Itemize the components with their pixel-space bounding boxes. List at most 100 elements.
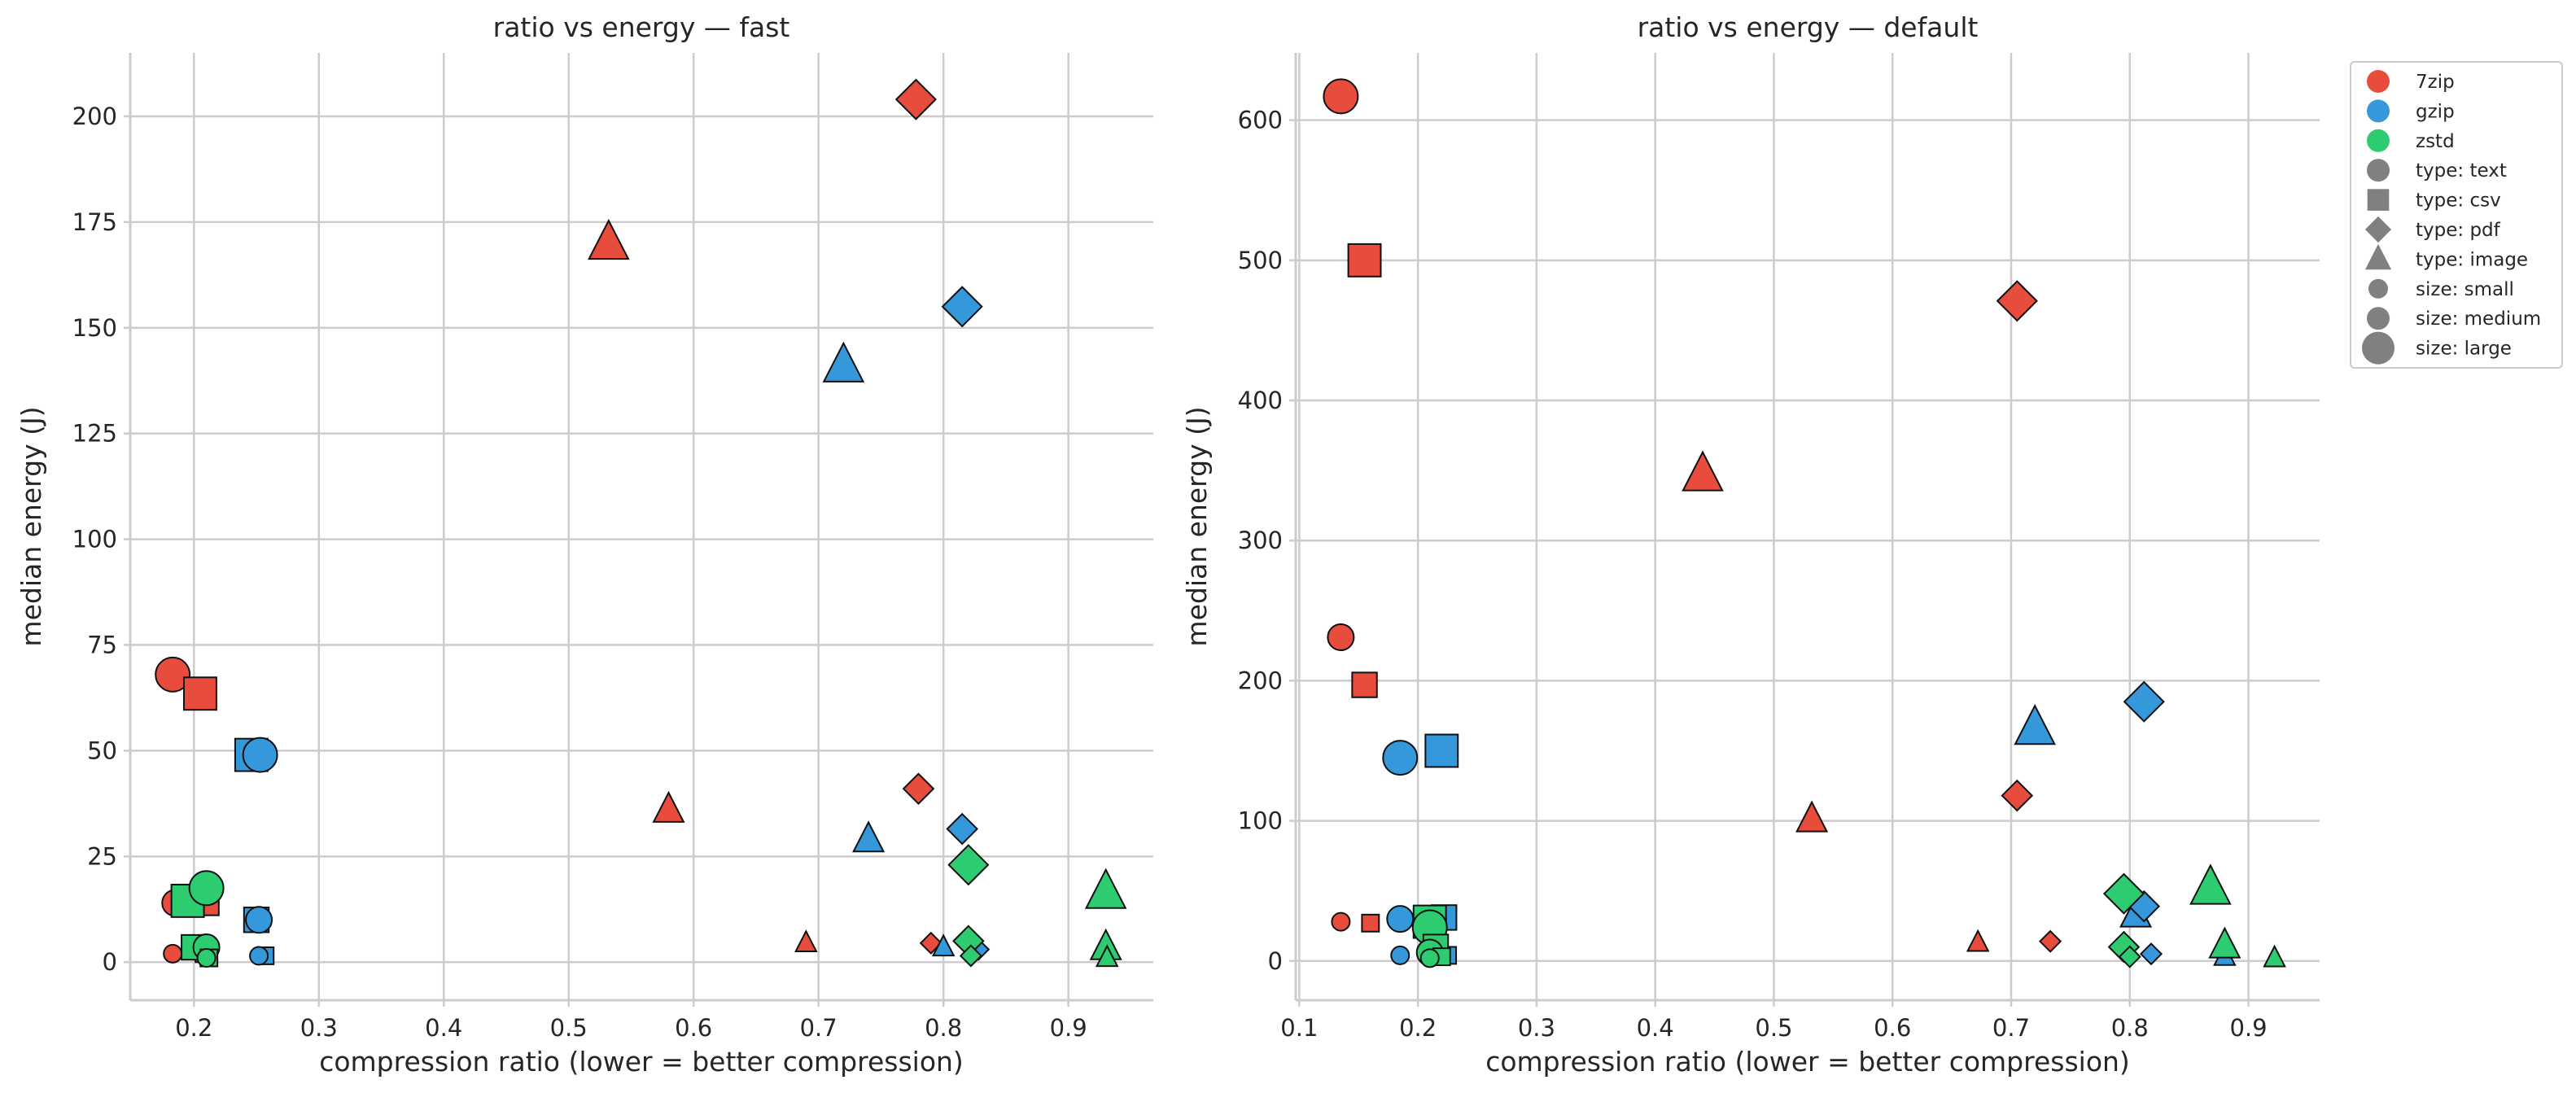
point-zstd-text-large	[188, 870, 225, 907]
point-gzip-pdf-large	[941, 286, 983, 328]
point-7zip-image-small	[794, 929, 818, 952]
x-tick-label: 0.9	[2229, 1014, 2267, 1042]
y-tick-label: 200	[72, 103, 117, 130]
legend-label: 7zip	[2416, 72, 2455, 93]
y-tick-label: 300	[1238, 527, 1283, 554]
point-zstd-text-small	[1419, 948, 1440, 968]
subplot-fast: ratio vs energy — fast compression ratio…	[15, 11, 1153, 1078]
x-tick-label: 0.5	[1755, 1014, 1792, 1042]
point-gzip-image-large	[822, 341, 865, 383]
point-7zip-image-large	[588, 218, 630, 260]
x-tick-label: 0.4	[425, 1014, 462, 1042]
legend-marker-square-icon	[2367, 189, 2390, 211]
legend-marker-circle-icon	[2367, 307, 2390, 330]
y-tick-label: 100	[72, 526, 117, 553]
y-tick-label: 50	[87, 737, 117, 764]
legend-label: size: large	[2416, 339, 2512, 360]
point-7zip-pdf-large	[894, 78, 937, 120]
point-gzip-text-small	[1390, 945, 1410, 965]
y-tick-label: 0	[103, 948, 117, 976]
legend-marker-triangle-icon	[2364, 243, 2392, 270]
y-tick-label: 175	[72, 208, 117, 236]
y-tick-label: 150	[72, 314, 117, 342]
x-tick-label: 0.3	[300, 1014, 338, 1042]
legend-label: type: csv	[2416, 190, 2501, 212]
point-gzip-text-small	[249, 946, 269, 966]
y-tick-label: 200	[1238, 667, 1283, 694]
x-tick-label: 0.2	[1399, 1014, 1437, 1042]
x-tick-label: 0.3	[1518, 1014, 1555, 1042]
x-tick-label: 0.4	[1637, 1014, 1674, 1042]
point-zstd-image-small	[1095, 944, 1119, 968]
points	[155, 78, 1127, 968]
legend-marker-diamond-icon	[2364, 216, 2392, 243]
x-tick-label: 0.8	[925, 1014, 962, 1042]
point-7zip-text-medium	[1327, 623, 1355, 652]
y-tick-label: 400	[1238, 387, 1283, 414]
point-zstd-pdf-small	[959, 944, 982, 968]
point-7zip-image-medium	[1795, 800, 1829, 833]
legend-label: zstd	[2416, 131, 2455, 152]
subplot-title: ratio vs energy — default	[1638, 11, 1979, 43]
point-zstd-text-small	[196, 948, 216, 968]
legend-frame	[2350, 61, 2563, 369]
x-tick-label: 0.6	[675, 1014, 712, 1042]
point-zstd-image-large	[2189, 863, 2232, 905]
point-gzip-pdf-large	[2123, 680, 2165, 723]
point-7zip-image-small	[1966, 929, 1990, 952]
point-gzip-image-small	[931, 933, 956, 957]
y-tick-label: 600	[1238, 107, 1283, 134]
point-7zip-csv-medium	[1351, 671, 1378, 698]
point-gzip-csv-large	[1424, 733, 1459, 768]
legend-marker-circle-icon	[2362, 331, 2394, 365]
y-tick-label: 125	[72, 420, 117, 448]
x-tick-label: 0.6	[1874, 1014, 1911, 1042]
legend-label: type: pdf	[2416, 220, 2501, 241]
x-tick-label: 0.7	[1992, 1014, 2030, 1042]
point-7zip-text-large	[155, 656, 191, 693]
point-7zip-csv-large	[1347, 243, 1382, 278]
y-tick-label: 0	[1268, 947, 1283, 975]
point-zstd-image-small	[2263, 944, 2286, 968]
x-tick-label: 0.1	[1280, 1014, 1318, 1042]
point-gzip-text-large	[242, 737, 278, 773]
legend-label: type: image	[2416, 249, 2528, 270]
y-axis-label: median energy (J)	[15, 406, 47, 646]
point-zstd-pdf-large	[947, 844, 990, 886]
point-7zip-pdf-medium	[2001, 779, 2034, 812]
x-tick-label: 0.7	[800, 1014, 838, 1042]
legend-label: size: small	[2416, 279, 2514, 300]
point-gzip-text-medium	[245, 906, 273, 934]
x-axis-label: compression ratio (lower = better compre…	[1485, 1046, 2130, 1078]
point-7zip-text-large	[1323, 78, 1359, 115]
x-tick-label: 0.2	[175, 1014, 212, 1042]
grid	[124, 53, 1153, 1007]
point-gzip-pdf-medium	[946, 812, 978, 846]
point-7zip-image-large	[1682, 450, 1724, 492]
point-7zip-text-small	[1331, 911, 1351, 932]
x-axis-label: compression ratio (lower = better compre…	[319, 1046, 964, 1078]
point-zstd-image-medium	[2208, 926, 2241, 959]
x-tick-label: 0.9	[1050, 1014, 1087, 1042]
legend-marker-circle-icon	[2367, 129, 2390, 152]
point-gzip-image-large	[2014, 703, 2056, 745]
point-7zip-pdf-medium	[902, 772, 935, 805]
legend-marker-circle-icon	[2368, 278, 2388, 299]
point-7zip-pdf-small	[2039, 929, 2062, 953]
legend-marker-circle-icon	[2367, 70, 2390, 93]
point-zstd-image-large	[1084, 868, 1127, 909]
y-tick-label: 75	[87, 632, 117, 659]
point-7zip-pdf-large	[1996, 280, 2038, 322]
legend-label: type: text	[2416, 160, 2507, 181]
point-gzip-text-medium	[1386, 905, 1415, 933]
y-tick-label: 100	[1238, 807, 1283, 835]
point-7zip-csv-large	[182, 676, 217, 711]
point-7zip-image-medium	[652, 790, 685, 823]
point-gzip-image-medium	[852, 820, 886, 853]
point-gzip-pdf-small	[2139, 942, 2163, 966]
point-zstd-pdf-large	[2102, 872, 2145, 915]
points	[1323, 78, 2286, 968]
subplot-default: ratio vs energy — default compression ra…	[1181, 11, 2320, 1078]
point-7zip-csv-small	[1361, 913, 1380, 933]
